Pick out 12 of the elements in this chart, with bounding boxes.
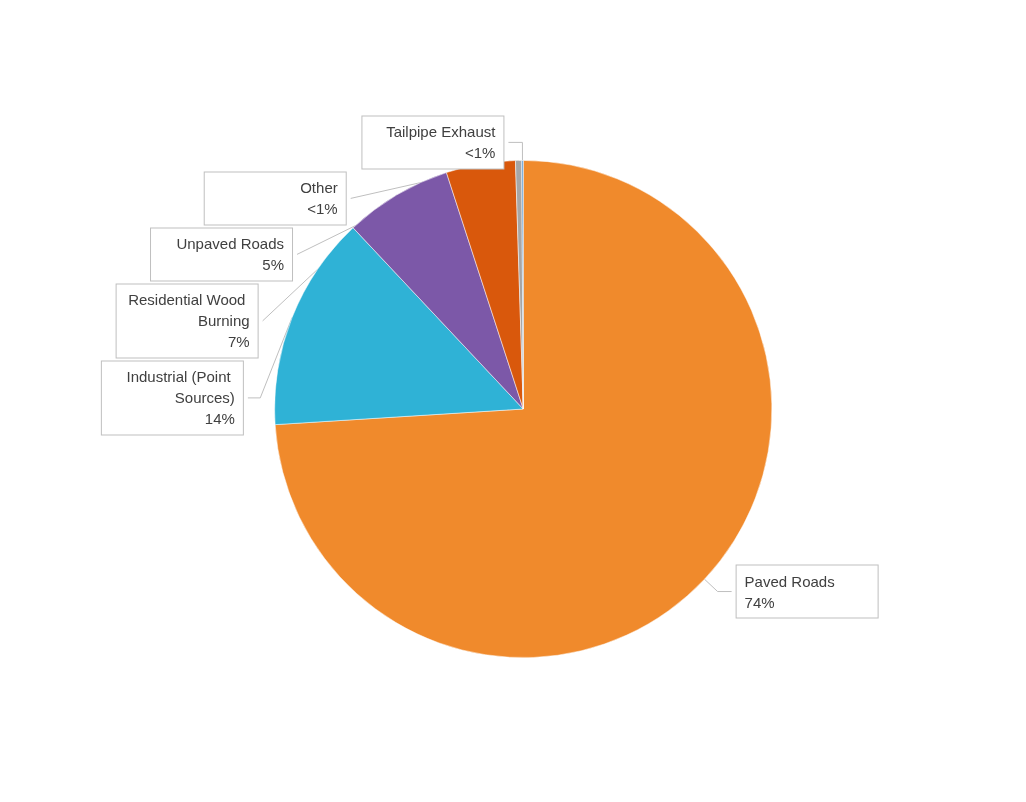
data-label: 5% — [262, 256, 285, 274]
slice-label: Unpaved Roads — [176, 235, 285, 253]
data-label: 74% — [744, 593, 775, 611]
slice-label: Paved Roads — [744, 572, 835, 590]
slice-label: Industrial (Point Sources) — [126, 368, 235, 407]
data-label: <1% — [464, 144, 496, 162]
data-label: <1% — [307, 200, 338, 218]
slice-label: Residential Wood Burning — [128, 291, 250, 330]
data-label: 14% — [204, 410, 235, 428]
data-label: 7% — [227, 333, 250, 351]
slice-label: Other — [300, 179, 338, 197]
slice-label: Tailpipe Exhaust — [386, 123, 497, 141]
